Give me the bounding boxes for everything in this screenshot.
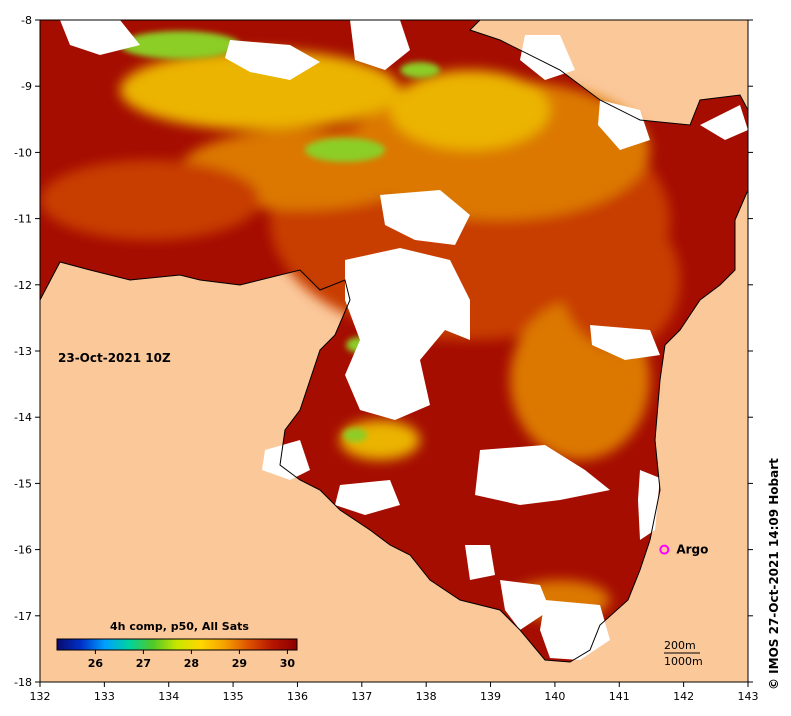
y-tick-label: -12 — [14, 279, 32, 292]
argo-label: Argo — [676, 543, 708, 557]
x-tick-label: 132 — [30, 690, 51, 703]
y-tick-label: -10 — [14, 146, 32, 159]
y-tick-label: -9 — [21, 80, 32, 93]
x-tick-label: 143 — [738, 690, 759, 703]
y-tick-label: -17 — [14, 610, 32, 623]
date-label: 23-Oct-2021 10Z — [58, 351, 171, 365]
map-plot-area — [40, 20, 748, 682]
credit-text: © IMOS 27-Oct-2021 14:09 Hobart — [767, 458, 781, 690]
cloud-no-data-areas — [60, 20, 748, 660]
y-tick-label: -11 — [14, 213, 32, 226]
colorbar-title: 4h comp, p50, All Sats — [110, 620, 249, 633]
x-tick-label: 140 — [544, 690, 565, 703]
colorbar-tick-label: 27 — [136, 657, 151, 670]
colorbar-ticks: 26 27 28 29 30 — [88, 650, 296, 670]
x-tick-label: 141 — [609, 690, 630, 703]
x-tick-label: 133 — [94, 690, 115, 703]
x-tick-label: 134 — [158, 690, 179, 703]
scale-legend: 200m 1000m — [664, 639, 703, 668]
coastline-north — [469, 20, 748, 126]
colorbar-ramp — [56, 638, 298, 651]
x-tick-label: 135 — [223, 690, 244, 703]
colorbar: 4h comp, p50, All Sats 26 27 28 29 30 — [56, 620, 298, 670]
x-tick-label: 139 — [480, 690, 501, 703]
y-tick-label: -15 — [14, 477, 32, 490]
colorbar-tick-label: 26 — [88, 657, 104, 670]
scale-label-1000m: 1000m — [664, 655, 703, 668]
y-tick-label: -14 — [14, 411, 32, 424]
scale-label-200m: 200m — [664, 639, 696, 652]
colorbar-tick-label: 29 — [232, 657, 247, 670]
x-tick-label: 137 — [351, 690, 372, 703]
x-tick-label: 142 — [673, 690, 694, 703]
y-tick-label: -16 — [14, 544, 32, 557]
colorbar-tick-label: 28 — [184, 657, 199, 670]
y-tick-label: -18 — [14, 676, 32, 689]
argo-float-marker: Argo — [659, 543, 708, 557]
x-tick-label: 136 — [287, 690, 308, 703]
x-tick-label: 138 — [416, 690, 437, 703]
x-axis-longitude: 132 133 134 135 136 137 138 139 140 141 142 143 — [30, 682, 759, 703]
y-tick-label: -8 — [21, 14, 32, 27]
y-tick-label: -13 — [14, 345, 32, 358]
argo-marker-symbol — [659, 544, 670, 555]
coastline — [40, 189, 748, 663]
colorbar-tick-label: 30 — [280, 657, 296, 670]
y-axis-latitude: -8 -9 -10 -11 -12 -13 -14 -15 -16 -17 -18 — [14, 14, 753, 689]
